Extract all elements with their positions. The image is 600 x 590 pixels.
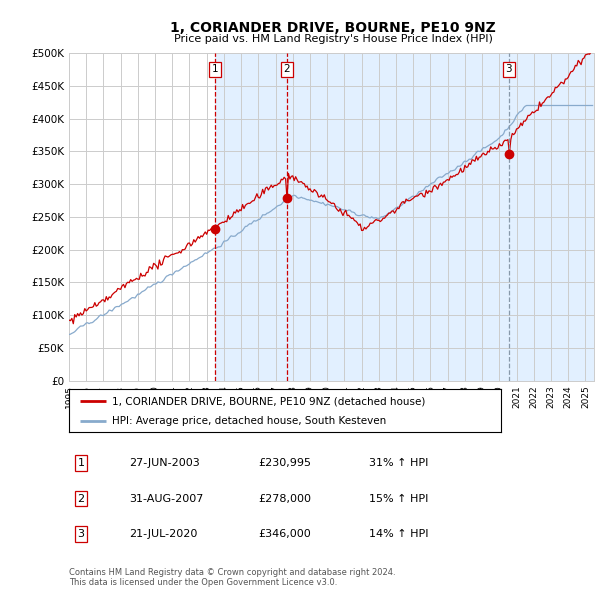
Text: 1: 1 xyxy=(212,64,218,74)
Text: 31% ↑ HPI: 31% ↑ HPI xyxy=(369,458,428,468)
Text: 2: 2 xyxy=(77,494,85,503)
Text: 14% ↑ HPI: 14% ↑ HPI xyxy=(369,529,428,539)
Text: £278,000: £278,000 xyxy=(258,494,311,503)
Bar xyxy=(509,53,594,381)
Text: 3: 3 xyxy=(506,64,512,74)
Text: £346,000: £346,000 xyxy=(258,529,311,539)
Text: 2: 2 xyxy=(284,64,290,74)
Text: 3: 3 xyxy=(77,529,85,539)
Bar xyxy=(287,53,509,381)
Text: 31-AUG-2007: 31-AUG-2007 xyxy=(129,494,203,503)
Text: 1, CORIANDER DRIVE, BOURNE, PE10 9NZ: 1, CORIANDER DRIVE, BOURNE, PE10 9NZ xyxy=(170,21,496,35)
Bar xyxy=(215,53,287,381)
Text: Contains HM Land Registry data © Crown copyright and database right 2024.
This d: Contains HM Land Registry data © Crown c… xyxy=(69,568,395,587)
Text: 27-JUN-2003: 27-JUN-2003 xyxy=(129,458,200,468)
Text: 21-JUL-2020: 21-JUL-2020 xyxy=(129,529,197,539)
Text: HPI: Average price, detached house, South Kesteven: HPI: Average price, detached house, Sout… xyxy=(112,416,386,426)
Text: 1, CORIANDER DRIVE, BOURNE, PE10 9NZ (detached house): 1, CORIANDER DRIVE, BOURNE, PE10 9NZ (de… xyxy=(112,396,425,407)
Text: Price paid vs. HM Land Registry's House Price Index (HPI): Price paid vs. HM Land Registry's House … xyxy=(173,34,493,44)
Text: 1: 1 xyxy=(77,458,85,468)
Text: 15% ↑ HPI: 15% ↑ HPI xyxy=(369,494,428,503)
Text: £230,995: £230,995 xyxy=(258,458,311,468)
